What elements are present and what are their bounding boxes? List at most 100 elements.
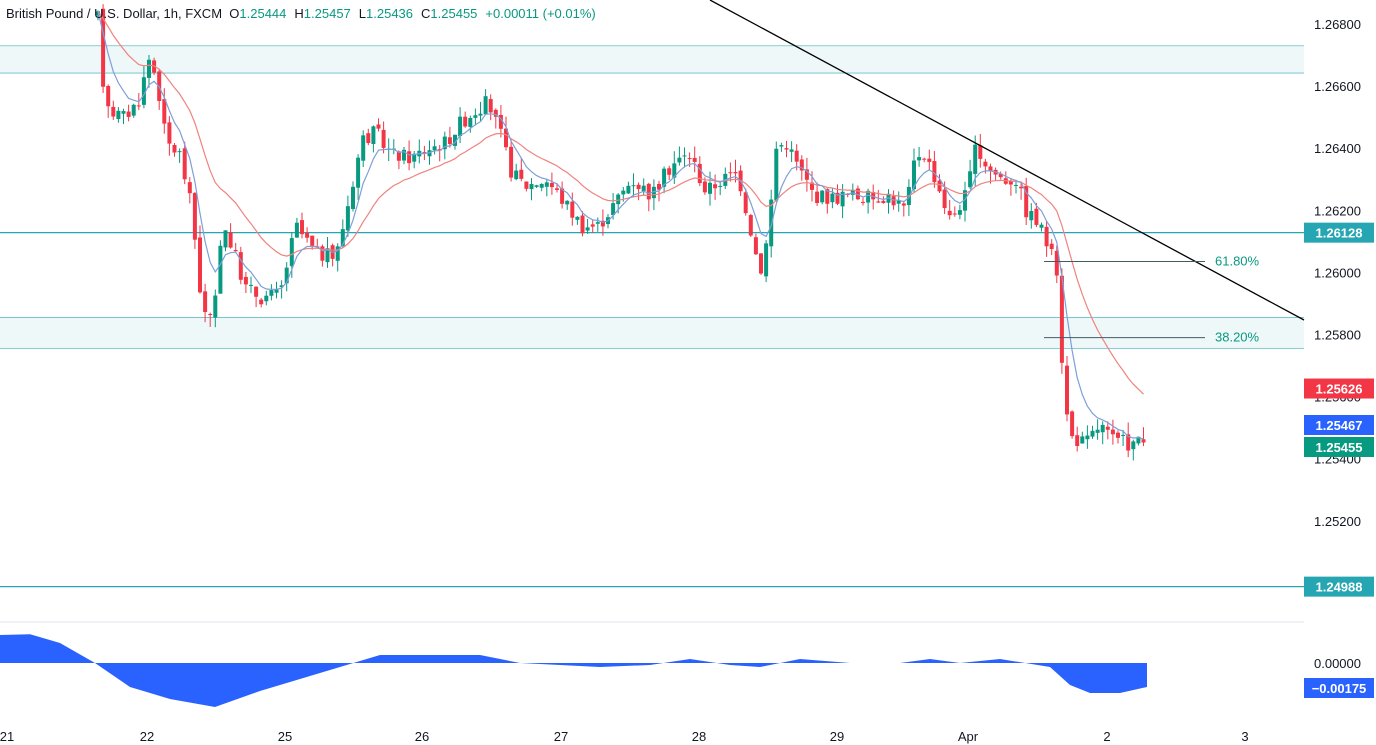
candle-body [799,159,804,171]
candle-body [427,150,432,157]
candle-body [284,267,289,284]
candlesticks [96,4,1146,461]
candle-body [580,215,585,234]
candle-body [213,295,218,318]
candle-body [407,151,412,164]
time-tick-label: Apr [958,729,979,744]
candle-body [361,135,366,161]
candle-body [228,232,233,248]
time-axis[interactable]: 21 22 25 26 27 28 29 Apr 2 3 [0,729,1249,744]
candle-body [871,192,876,200]
price-tick-label: 1.25800 [1314,328,1361,343]
candle-body [549,182,554,188]
candle-body [402,149,406,161]
candle-body [1126,434,1131,451]
candle-body [147,59,151,78]
fib-label: 38.20% [1215,330,1260,345]
candle-body [509,146,514,178]
candle-body [830,193,835,203]
candle-body [381,129,386,148]
candle-body [718,185,723,187]
candle-body [774,148,779,201]
candle-body [458,116,463,137]
candle-body [697,163,702,184]
candle-body [167,122,172,144]
candle-body [891,196,896,206]
candle-body [600,220,605,227]
price-tick-label: 1.26200 [1314,203,1361,218]
candle-body [1136,436,1141,444]
low-value: 1.25436 [366,6,414,21]
time-tick-label: 22 [140,729,154,744]
candle-body [585,227,590,231]
candle-body [1029,210,1034,221]
price-tick-label: 1.26000 [1314,265,1361,280]
price-tags: 1.26128 1.25626 1.25467 1.25455 1.24988 −0.00… [1304,222,1374,698]
candle-body [136,105,141,107]
level-low-tag [1304,576,1374,597]
candle-body [957,210,962,215]
candle-body [478,113,483,116]
zone-fill [0,45,1304,74]
candle-body [172,145,177,153]
candle-body [187,182,192,194]
candle-body [641,185,646,191]
candle-body [300,220,304,235]
trendline[interactable] [709,0,1305,321]
candle-body [1070,411,1075,437]
candle-body [983,161,988,167]
ema-slow-tag-text: 1.25626 [1316,382,1363,397]
ema-fast-tag [1304,415,1374,435]
change-value: +0.00011 (+0.01%) [485,6,596,21]
candle-body [274,289,279,293]
candle-body [1131,441,1136,450]
candle-body [1090,430,1095,437]
osc-value-tag-text: −0.00175 [1312,681,1367,696]
support-resistance-zones [0,45,1304,349]
candle-body [1039,224,1044,228]
candle-body [259,299,264,305]
ema-slow-tag [1304,378,1374,399]
candle-body [264,295,269,302]
price-axis[interactable]: 1.26800 1.26600 1.26400 1.26200 1.26000 1.258… [1314,17,1361,671]
candle-body [1080,436,1085,444]
candle-body [784,148,789,150]
candle-body [310,235,315,246]
candle-body [932,161,937,183]
candle-body [733,172,738,174]
candle-body [998,173,1003,178]
candle-body [555,188,559,190]
candle-body [177,151,182,153]
candle-body [820,190,825,203]
high-value: 1.25457 [303,6,351,21]
candle-body [764,243,769,277]
candle-body [1141,439,1146,443]
close-value: 1.25455 [430,6,478,21]
candle-body [320,246,325,261]
candle-body [1121,434,1126,436]
candle-body [825,189,830,204]
candle-body [702,181,707,193]
candle-body [810,182,814,190]
candle-body [305,232,310,238]
candle-body [126,111,131,117]
candle-body [366,133,371,144]
candle-body [677,157,682,163]
candle-body [106,85,111,107]
candle-body [692,157,697,162]
candle-body [952,213,957,215]
candle-body [942,189,947,209]
price-tick-label: 1.26400 [1314,141,1361,156]
candle-body [340,229,345,247]
ema-slow-line [97,10,1144,395]
candle-body [611,203,616,216]
candle-body [876,201,881,203]
candle-body [748,215,753,236]
candle-body [116,110,121,120]
candle-body [912,160,916,190]
candle-body [453,134,457,146]
time-tick-label: 25 [278,729,292,744]
descending-trendline [709,0,1305,321]
candle-body [345,206,350,231]
